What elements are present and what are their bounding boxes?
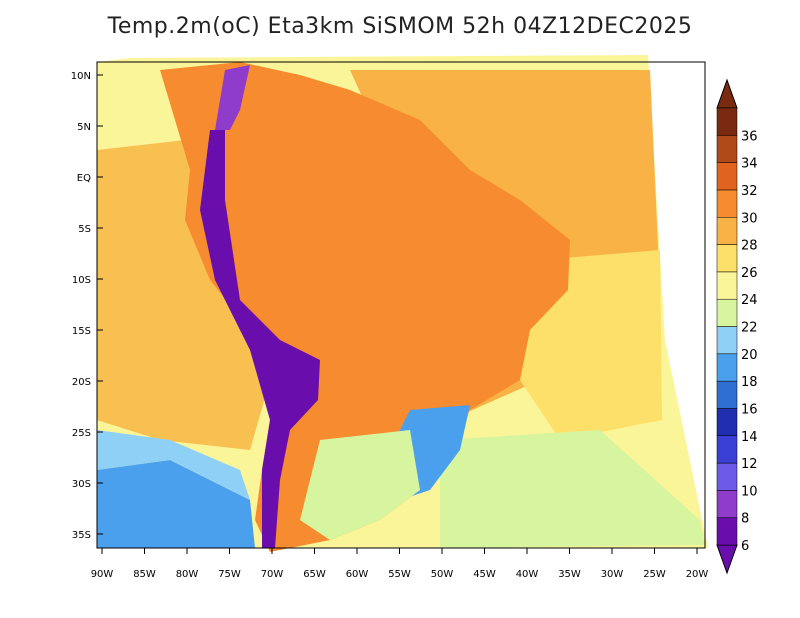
lon-tick-label: 20W	[686, 569, 709, 580]
colorbar-swatch	[716, 353, 738, 382]
colorbar-swatch	[716, 298, 738, 327]
map-field	[97, 55, 708, 552]
lon-tick-label: 85W	[133, 569, 156, 580]
lon-tick-label: 50W	[431, 569, 454, 580]
colorbar-swatch	[716, 326, 738, 355]
south-america-land	[160, 62, 570, 552]
lon-tick-label: 45W	[473, 569, 496, 580]
lat-tick-label: EQ	[77, 173, 91, 184]
colorbar-label: 8	[741, 512, 749, 527]
colorbar-label: 6	[741, 539, 749, 554]
colorbar-swatch	[716, 217, 738, 245]
lon-tick-label: 30W	[601, 569, 624, 580]
colorbar: 6 8 10 12 14 16 18 20 22 24 26 28 30 32 34 36	[716, 78, 758, 575]
colorbar-label: 26	[741, 266, 758, 281]
colorbar-label: 10	[741, 484, 758, 499]
lon-tick-label: 75W	[218, 569, 241, 580]
lon-tick-label: 80W	[176, 569, 199, 580]
colorbar-arrow-top	[716, 78, 738, 109]
south-ocean-mild-west	[97, 430, 250, 500]
colorbar-swatch	[716, 107, 738, 136]
andes-cold-strip	[200, 130, 320, 548]
lat-tick-label: 25S	[72, 428, 91, 439]
south-atlantic-cool	[440, 430, 705, 548]
colorbar-label: 18	[741, 375, 758, 390]
colorbar-label: 22	[741, 321, 758, 336]
colorbar-swatch	[716, 462, 738, 491]
colorbar-swatch	[716, 490, 738, 518]
colorbar-swatch	[716, 517, 738, 546]
lon-tick-label: 70W	[261, 569, 284, 580]
lat-tick-label: 10S	[72, 275, 91, 286]
andes-north-strip	[215, 65, 250, 130]
lat-tick-label: 5S	[78, 224, 91, 235]
colorbar-label: 28	[741, 239, 758, 254]
colorbar-swatch	[716, 189, 738, 218]
lat-tick-label: 5N	[77, 122, 91, 133]
lon-tick-label: 35W	[558, 569, 581, 580]
lat-tick-label: 35S	[72, 530, 91, 541]
colorbar-label: 24	[741, 293, 758, 308]
longitude-axis: 90W 85W 80W 75W 70W 65W 60W 55W 50W 45W 40W 35W 30W 2…	[91, 548, 709, 580]
colorbar-label: 14	[741, 430, 758, 445]
map-title: Temp.2m(oC) Eta3km SiSMOM 52h 04Z12DEC20…	[107, 14, 693, 39]
map-frame	[96, 61, 706, 549]
colorbar-label: 32	[741, 184, 758, 199]
colorbar-swatch	[716, 271, 738, 300]
latitude-axis: 10N 5N EQ 5S 10S 15S 20S 25S 30S 35S	[71, 71, 103, 541]
colorbar-swatch	[716, 380, 738, 409]
colorbar-swatch	[716, 244, 738, 273]
colorbar-label: 34	[741, 157, 758, 172]
colorbar-label: 30	[741, 211, 758, 226]
lat-tick-label: 30S	[72, 479, 91, 490]
pacific-warm-zone	[97, 140, 270, 450]
lat-tick-label: 10N	[71, 71, 91, 82]
colorbar-label: 12	[741, 457, 758, 472]
lon-tick-label: 55W	[388, 569, 411, 580]
lat-tick-label: 15S	[72, 326, 91, 337]
south-ocean-cool-west	[97, 460, 255, 548]
lon-tick-label: 60W	[346, 569, 369, 580]
lon-tick-label: 90W	[91, 569, 114, 580]
lat-tick-label: 20S	[72, 377, 91, 388]
colorbar-arrow-bottom	[716, 544, 738, 575]
southern-mild-region	[300, 430, 420, 540]
colorbar-swatch	[716, 135, 738, 163]
lon-tick-label: 65W	[303, 569, 326, 580]
lon-tick-label: 40W	[516, 569, 539, 580]
lon-tick-label: 25W	[643, 569, 666, 580]
colorbar-swatch	[716, 408, 738, 436]
colorbar-swatch	[716, 162, 738, 191]
colorbar-label: 20	[741, 348, 758, 363]
colorbar-label: 36	[741, 129, 758, 144]
colorbar-swatch	[716, 435, 738, 464]
colorbar-label: 16	[741, 402, 758, 417]
